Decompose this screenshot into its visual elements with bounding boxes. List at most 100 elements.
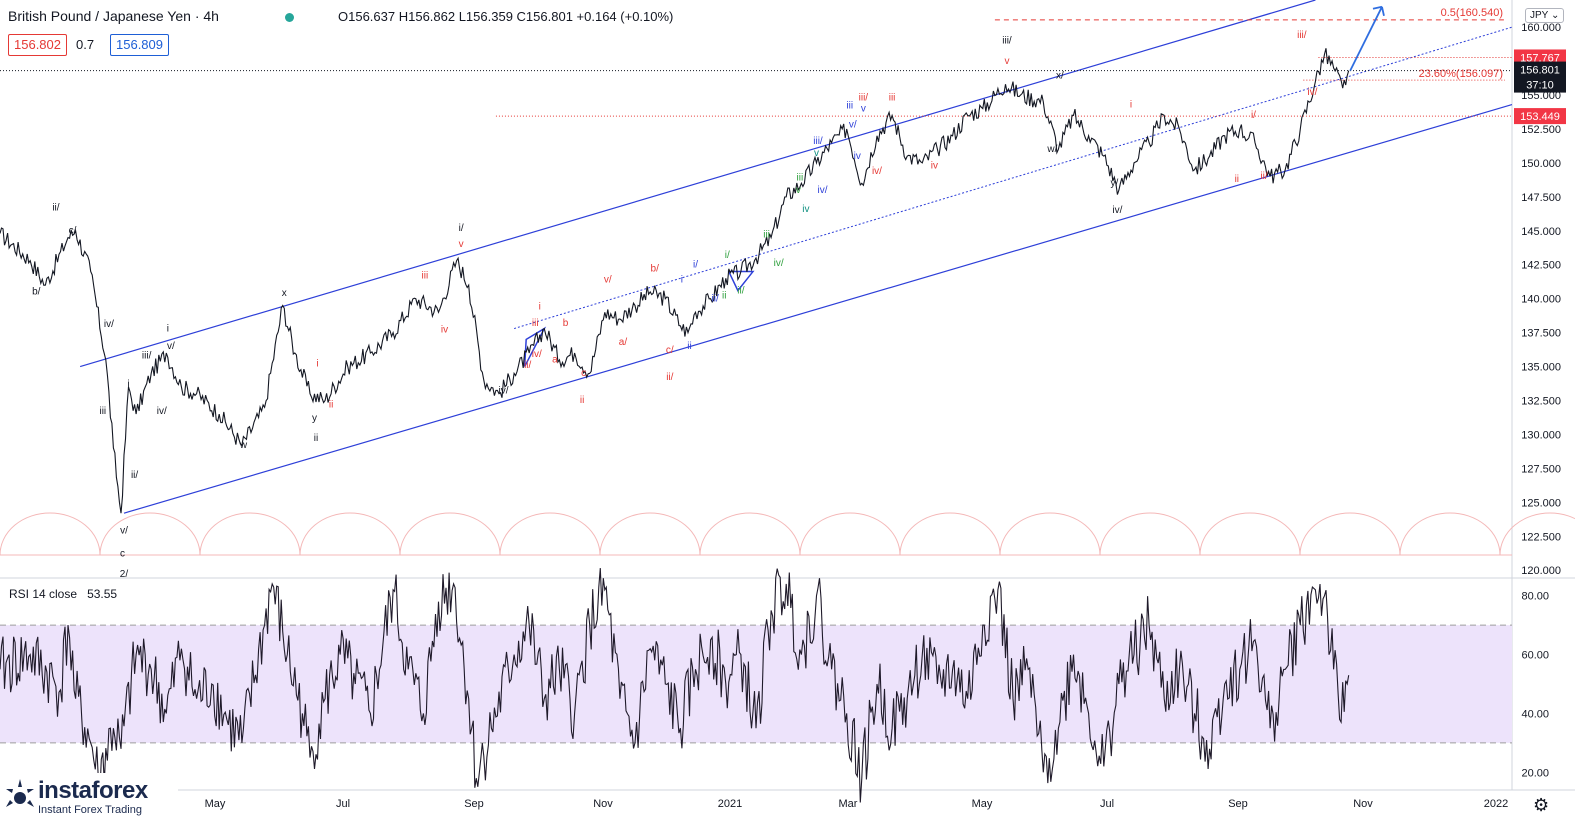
price-tick-label: 160.000 — [1521, 22, 1561, 34]
forecast-arrow — [1349, 5, 1385, 71]
wave-label: ii/ — [524, 360, 531, 371]
rsi-legend[interactable]: RSI 14 close 53.55 — [9, 587, 117, 601]
wave-label: ii — [722, 291, 726, 302]
wave-label: iv/ — [157, 406, 167, 417]
wave-label: c/ — [666, 345, 674, 356]
currency-label: JPY — [1530, 10, 1549, 21]
wave-label: iii — [797, 173, 804, 184]
price-series-line — [0, 48, 1350, 514]
wave-label: iii/ — [1297, 30, 1307, 41]
time-tick-label: Sep — [1228, 798, 1248, 810]
cycle-arc — [699, 512, 801, 556]
rsi-tick-label: 20.00 — [1521, 767, 1549, 779]
price-tick-label: 145.000 — [1521, 226, 1561, 238]
price-tick-label: 142.500 — [1521, 260, 1561, 272]
interval-label[interactable]: 4h — [203, 8, 219, 24]
wave-label: ii — [314, 433, 318, 444]
wave-label: iv — [854, 151, 861, 162]
time-tick-label: 2022 — [1484, 798, 1508, 810]
cycle-arc — [99, 512, 201, 556]
wave-label: ii — [1235, 174, 1239, 185]
price-tick-label: 147.500 — [1521, 192, 1561, 204]
price-tick-label: 152.500 — [1521, 124, 1561, 136]
wave-label: ii — [329, 399, 333, 410]
wave-label: ii/ — [1260, 171, 1267, 182]
cycle-arcs — [0, 512, 1575, 556]
rsi-tick-label: 80.00 — [1521, 591, 1549, 603]
rsi-tick-label: 40.00 — [1521, 708, 1549, 720]
cycle-arc — [0, 512, 101, 556]
wave-label: iv/ — [532, 349, 542, 360]
wave-label: v — [1004, 56, 1009, 67]
wave-label: iii/ — [859, 92, 869, 103]
wave-label: y — [312, 413, 317, 424]
rsi-label: RSI 14 close — [9, 587, 78, 601]
wave-label: a — [552, 354, 558, 365]
cycle-arc — [999, 512, 1101, 556]
wave-label: iii/ — [1002, 35, 1012, 46]
time-tick-label: Nov — [593, 798, 613, 810]
price-tag-157-bg — [1514, 49, 1566, 66]
cycle-arc — [1099, 512, 1201, 556]
wave-label: b/ — [32, 287, 41, 298]
cycle-arc — [599, 512, 701, 556]
time-tick-label: Jul — [336, 798, 350, 810]
wave-label: ii/ — [131, 470, 138, 481]
wave-label: iii/ — [142, 350, 152, 361]
wave-label: v — [814, 148, 819, 159]
wave-label: iii — [532, 318, 539, 329]
rsi-axis: 20.00 40.00 60.00 80.00 — [1521, 591, 1549, 780]
price-tag-current-bg — [1514, 61, 1566, 78]
wave-label: ii — [687, 341, 691, 352]
price-tag-153: 153.449 — [1520, 111, 1560, 123]
price-tick-label: 130.000 — [1521, 429, 1561, 441]
wave-label: iv/ — [1307, 87, 1317, 98]
time-tick-label: Nov — [1353, 798, 1373, 810]
trend-channel — [79, 0, 1513, 514]
sell-button[interactable]: 156.802 — [8, 34, 67, 56]
cycle-arc — [799, 512, 901, 556]
rsi-value: 53.55 — [87, 587, 118, 601]
wave-label: 2/ — [120, 569, 129, 580]
wave-label: i/ — [459, 223, 464, 234]
symbol-name: British Pound / Japanese Yen — [8, 8, 191, 24]
wave-label: iv/ — [104, 319, 114, 330]
time-tick-label: 2021 — [718, 798, 742, 810]
gear-icon[interactable]: ⚙ — [1533, 795, 1550, 815]
wave-label: c/ — [69, 226, 77, 237]
wave-label: ii/ — [712, 293, 719, 304]
wave-label: iv/ — [1112, 205, 1122, 216]
cycle-arc — [1399, 512, 1501, 556]
spread-value: 0.7 — [76, 37, 95, 52]
currency-button[interactable]: JPY ⌄ — [1525, 8, 1565, 23]
wave-label: i — [1130, 99, 1132, 110]
buy-button[interactable]: 156.809 — [110, 34, 169, 56]
wave-label: i — [681, 274, 683, 285]
wave-label: w/ — [1046, 144, 1057, 155]
price-tag-153-bg — [1514, 108, 1566, 125]
cycle-arc — [299, 512, 401, 556]
channel-mid-line — [513, 26, 1513, 330]
wave-label: iii — [422, 270, 429, 281]
wave-label: v — [459, 239, 464, 250]
wave-label: y/ — [1110, 178, 1118, 189]
wave-label: x — [282, 288, 287, 299]
wave-label: iii — [99, 406, 106, 417]
wave-label: iii — [846, 101, 853, 112]
price-tag-current: 156.801 — [1520, 65, 1560, 77]
wave-label: i — [316, 359, 318, 370]
wave-label: v/ — [604, 274, 612, 285]
wave-label: v/ — [849, 120, 857, 131]
wave-label: i/ — [693, 259, 698, 270]
wave-label: b — [563, 318, 569, 329]
logo-tagline: Instant Forex Trading — [38, 804, 142, 816]
symbol-header[interactable]: British Pound / Japanese Yen · 4h — [8, 8, 304, 24]
rsi-series-line — [0, 568, 1350, 803]
wave-label: ii — [580, 395, 584, 406]
wave-label: i — [539, 302, 541, 313]
price-axis: 120.000 122.500 125.000 127.500 130.000 132.5… — [1521, 22, 1561, 577]
wave-label: i/ — [1251, 110, 1256, 121]
wave-label: v/ — [167, 341, 175, 352]
